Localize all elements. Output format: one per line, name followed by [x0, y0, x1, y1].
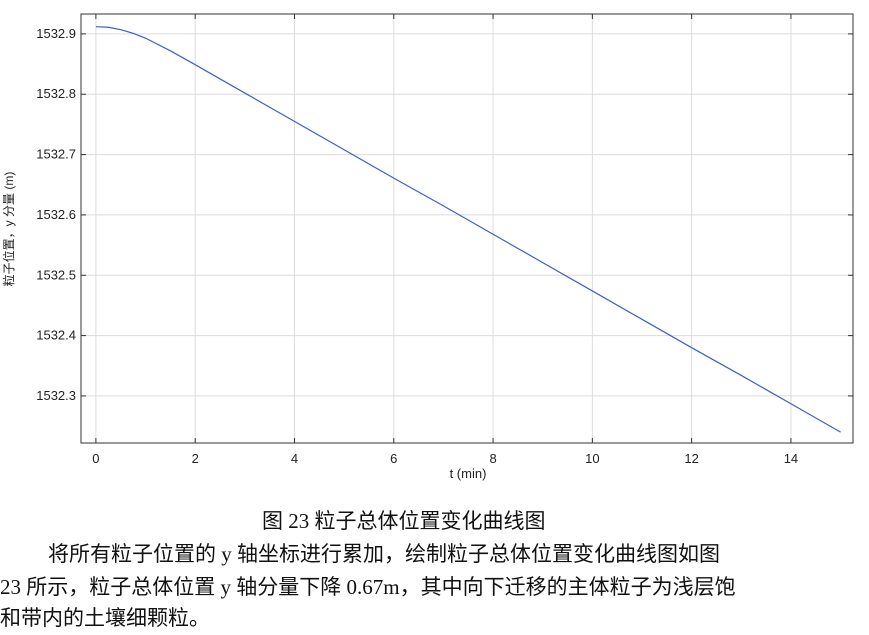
y-tick-label: 1532.7: [36, 147, 76, 162]
x-tick-label: 14: [784, 451, 798, 466]
x-axis-label: t (min): [450, 466, 487, 481]
paragraph-line: 和带内的土壤细颗粒。: [0, 606, 210, 630]
x-tick-label: 12: [684, 451, 698, 466]
y-axis-label: 粒子位置，y 分量 (m): [1, 172, 16, 287]
y-tick-label: 1532.9: [36, 26, 76, 41]
y-tick-label: 1532.6: [36, 207, 76, 222]
plot-frame: [80, 13, 854, 444]
y-tick-label: 1532.8: [36, 86, 76, 101]
x-tick-label: 10: [585, 451, 599, 466]
paragraph-line: 将所有粒子位置的 y 轴坐标进行累加，绘制粒子总体位置变化曲线图如图: [48, 542, 720, 566]
y-tick-label: 1532.3: [36, 388, 76, 403]
x-tick-label: 8: [489, 451, 496, 466]
chart: t (min) 粒子位置，y 分量 (m) 1532.3 1532.4 1532.5…: [1, 13, 854, 481]
paragraph-line: 23 所示，粒子总体位置 y 轴分量下降 0.67m，其中向下迁移的主体粒子为浅…: [0, 575, 736, 599]
caption: 图 23 粒子总体位置变化曲线图: [262, 509, 546, 533]
x-tick-label: 4: [291, 451, 298, 466]
y-tick-label: 1532.5: [36, 267, 76, 282]
x-tick-label: 6: [390, 451, 397, 466]
y-tick-label: 1532.4: [36, 328, 76, 343]
x-tick-label: 2: [192, 451, 199, 466]
data-line: [95, 26, 841, 433]
x-tick-label: 0: [92, 451, 99, 466]
